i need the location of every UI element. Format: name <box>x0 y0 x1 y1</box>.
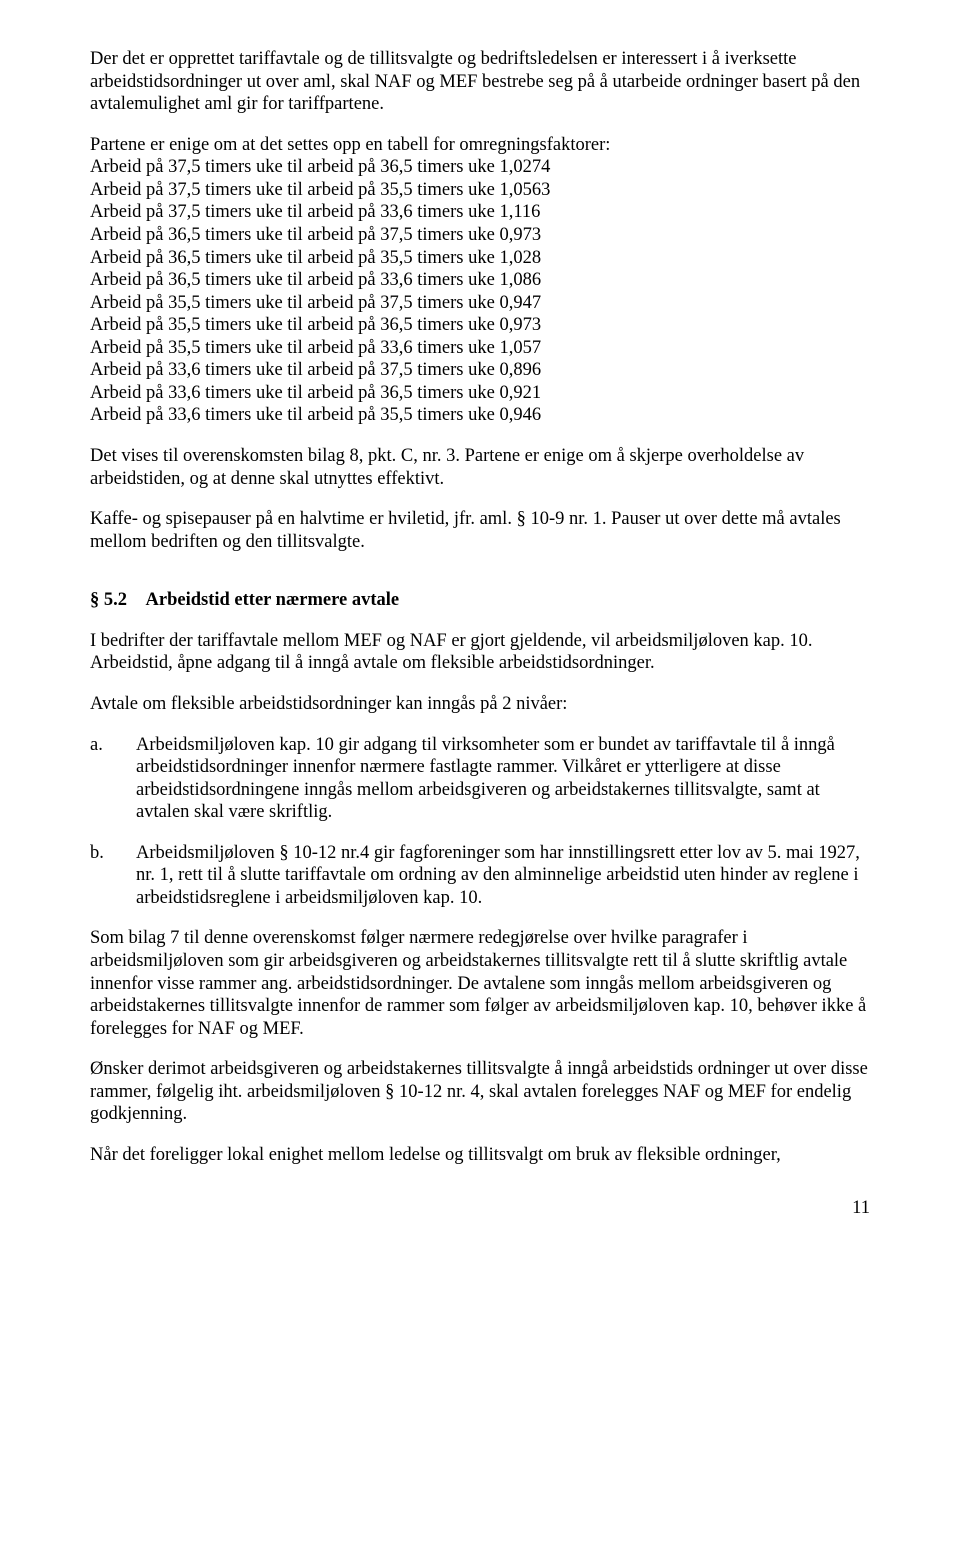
paragraph-beyond: Ønsker derimot arbeidsgiveren og arbeids… <box>90 1058 870 1126</box>
list-body-a: Arbeidsmiljøloven kap. 10 gir adgang til… <box>136 734 870 824</box>
page-number: 11 <box>90 1197 870 1220</box>
paragraph-two-levels: Avtale om fleksible arbeidstidsordninger… <box>90 693 870 716</box>
list-item-b: b. Arbeidsmiljøloven § 10-12 nr.4 gir fa… <box>90 842 870 910</box>
conversion-row: Arbeid på 37,5 timers uke til arbeid på … <box>90 201 870 224</box>
paragraph-breaks: Kaffe- og spisepauser på en halvtime er … <box>90 508 870 553</box>
conversion-table: Arbeid på 37,5 timers uke til arbeid på … <box>90 156 870 427</box>
conversion-row: Arbeid på 33,6 timers uke til arbeid på … <box>90 404 870 427</box>
conversion-row: Arbeid på 33,6 timers uke til arbeid på … <box>90 382 870 405</box>
list-item-a: a. Arbeidsmiljøloven kap. 10 gir adgang … <box>90 734 870 824</box>
conversion-row: Arbeid på 36,5 timers uke til arbeid på … <box>90 247 870 270</box>
conversion-row: Arbeid på 37,5 timers uke til arbeid på … <box>90 156 870 179</box>
paragraph-bilag7: Som bilag 7 til denne overenskomst følge… <box>90 927 870 1040</box>
conversion-row: Arbeid på 37,5 timers uke til arbeid på … <box>90 179 870 202</box>
list-letter-a: a. <box>90 734 136 824</box>
conversion-row: Arbeid på 35,5 timers uke til arbeid på … <box>90 337 870 360</box>
list-body-b: Arbeidsmiljøloven § 10-12 nr.4 gir fagfo… <box>136 842 870 910</box>
conversion-intro: Partene er enige om at det settes opp en… <box>90 134 870 157</box>
conversion-row: Arbeid på 36,5 timers uke til arbeid på … <box>90 224 870 247</box>
heading-5-2: § 5.2 Arbeidstid etter nærmere avtale <box>90 589 870 612</box>
paragraph-reference: Det vises til overenskomsten bilag 8, pk… <box>90 445 870 490</box>
paragraph-intro: Der det er opprettet tariffavtale og de … <box>90 48 870 116</box>
list-letter-b: b. <box>90 842 136 910</box>
paragraph-5-2-intro: I bedrifter der tariffavtale mellom MEF … <box>90 630 870 675</box>
conversion-row: Arbeid på 36,5 timers uke til arbeid på … <box>90 269 870 292</box>
conversion-row: Arbeid på 35,5 timers uke til arbeid på … <box>90 314 870 337</box>
conversion-row: Arbeid på 35,5 timers uke til arbeid på … <box>90 292 870 315</box>
conversion-row: Arbeid på 33,6 timers uke til arbeid på … <box>90 359 870 382</box>
paragraph-local: Når det foreligger lokal enighet mellom … <box>90 1144 870 1167</box>
